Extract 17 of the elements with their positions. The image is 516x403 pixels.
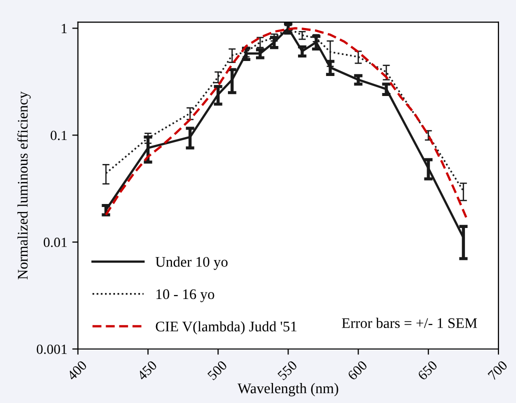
y-axis-title: Normalized luminous efficiency bbox=[17, 91, 31, 280]
x-axis-title: Wavelength (nm) bbox=[238, 383, 338, 396]
y-tick-label: 0.001 bbox=[36, 344, 67, 354]
legend-label: CIE V(lambda) Judd '51 bbox=[156, 321, 296, 334]
x-tick-label: 550 bbox=[277, 360, 298, 380]
x-tick-label: 650 bbox=[417, 360, 438, 381]
legend-label: Under 10 yo bbox=[156, 256, 228, 270]
y-tick-label: 0.01 bbox=[44, 238, 67, 248]
y-tick-label: 1 bbox=[62, 24, 67, 34]
x-tick-label: 600 bbox=[347, 360, 368, 381]
x-tick-label: 450 bbox=[136, 360, 158, 381]
y-tick-label: 0.1 bbox=[50, 130, 67, 140]
x-tick-label: 400 bbox=[66, 360, 88, 381]
annotation: Error bars = +/- 1 SEM bbox=[342, 318, 478, 328]
x-tick-label: 700 bbox=[488, 360, 508, 380]
x-tick-label: 500 bbox=[207, 360, 228, 380]
legend-label: 10 - 16 yo bbox=[156, 289, 214, 302]
